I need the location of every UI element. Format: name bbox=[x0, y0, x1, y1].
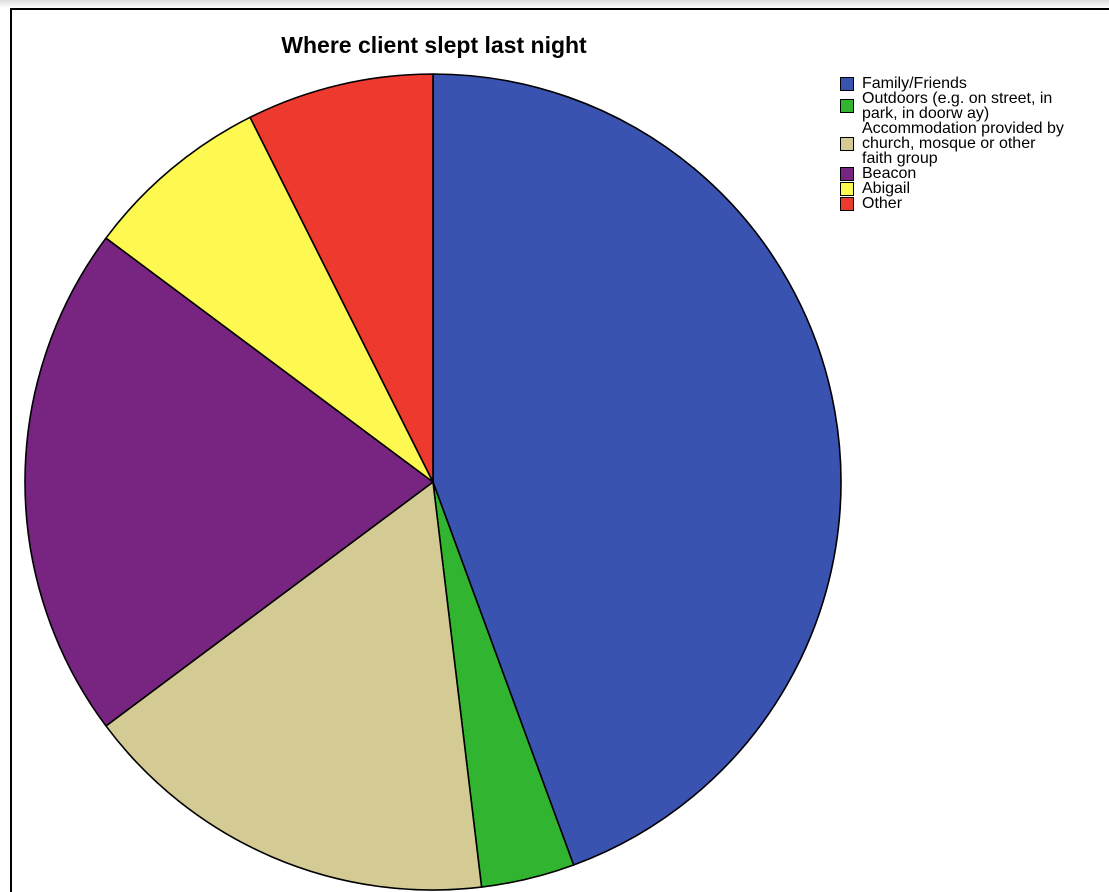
pie-slice-beacon bbox=[24, 237, 434, 727]
legend-label: Outdoors (e.g. on street, in park, in do… bbox=[862, 90, 1053, 122]
legend-item-other: Other bbox=[840, 195, 1106, 212]
legend-swatch bbox=[840, 181, 854, 196]
legend-label: Other bbox=[862, 195, 903, 212]
pie-slice-abigail bbox=[105, 116, 434, 483]
legend-item-abigail: Abigail bbox=[840, 180, 1106, 197]
legend: Family/Friends Outdoors (e.g. on street, … bbox=[840, 75, 1106, 212]
legend-label: Abigail bbox=[862, 180, 911, 197]
legend-swatch bbox=[840, 99, 854, 113]
legend-item-beacon: Beacon bbox=[840, 165, 1106, 182]
legend-label: Beacon bbox=[862, 165, 917, 182]
legend-label: Accommodation provided by church, mosque… bbox=[862, 120, 1064, 167]
legend-item-accommodation-provided-by-chur: Accommodation provided by church, mosque… bbox=[840, 120, 1106, 167]
frame-shadow bbox=[0, 0, 1109, 8]
legend-swatch bbox=[840, 76, 854, 91]
legend-swatch bbox=[840, 196, 854, 211]
pie-slice-accommodation-provided-by-chur bbox=[105, 481, 483, 891]
pie-slices bbox=[24, 73, 842, 891]
chart-frame bbox=[10, 8, 1109, 892]
chart-title: Where client slept last night bbox=[281, 32, 587, 58]
legend-swatch bbox=[840, 136, 854, 151]
legend-label: Family/Friends bbox=[862, 75, 967, 92]
pie-slice-family-friends bbox=[432, 73, 842, 866]
legend-item-family-friends: Family/Friends bbox=[840, 75, 1106, 92]
legend-item-outdoors-e-g-on-street-in-park: Outdoors (e.g. on street, in park, in do… bbox=[840, 90, 1106, 122]
pie-slice-other bbox=[249, 73, 434, 483]
legend-swatch bbox=[840, 166, 854, 181]
